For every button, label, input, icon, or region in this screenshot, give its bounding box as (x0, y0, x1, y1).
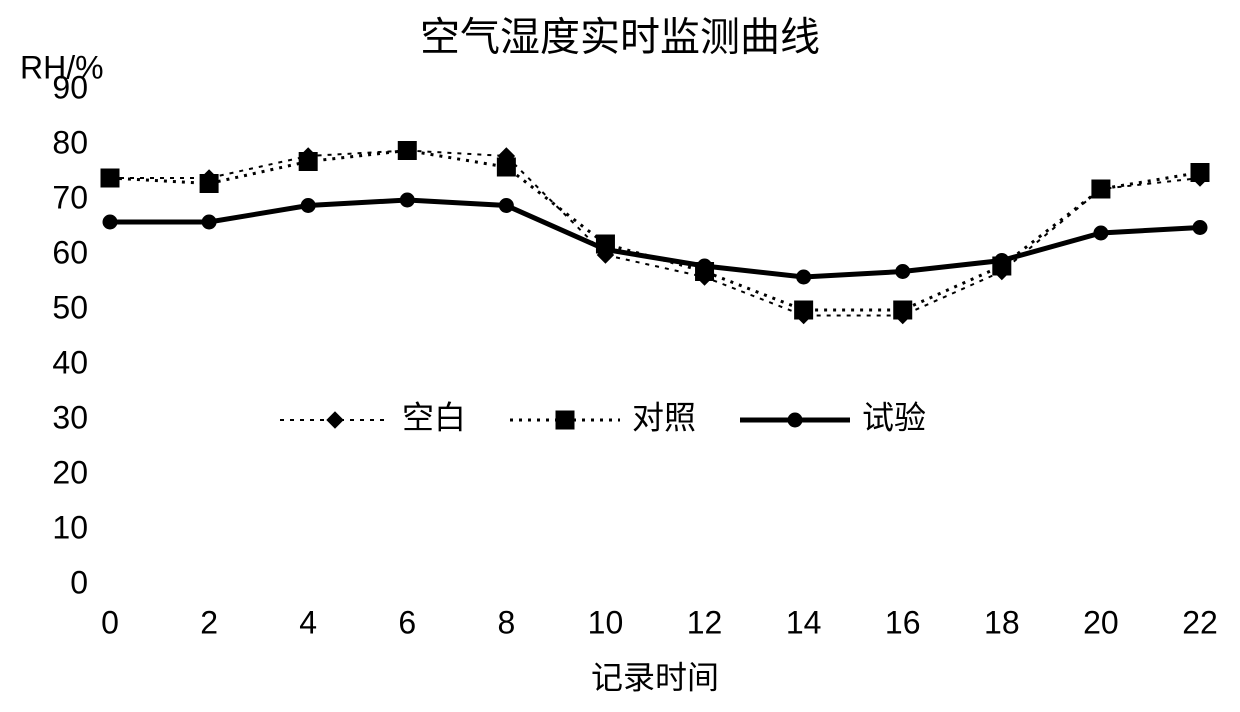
y-tick-label: 80 (52, 124, 88, 160)
series-marker-对照 (299, 153, 317, 171)
y-tick-label: 60 (52, 234, 88, 270)
x-tick-label: 2 (200, 604, 218, 640)
x-tick-label: 14 (786, 604, 822, 640)
series-marker-试验 (301, 199, 315, 213)
x-tick-label: 18 (984, 604, 1020, 640)
series-marker-对照 (200, 175, 218, 193)
chart-title: 空气湿度实时监测曲线 (420, 16, 820, 60)
y-tick-label: 40 (52, 344, 88, 380)
series-marker-试验 (598, 243, 612, 257)
series-marker-对照 (795, 301, 813, 319)
y-tick-label: 70 (52, 179, 88, 215)
series-marker-试验 (400, 193, 414, 207)
x-axis-title: 记录时间 (591, 659, 719, 695)
chart-container: 空气湿度实时监测曲线RH/%01020304050607080900246810… (0, 0, 1240, 712)
series-marker-试验 (1094, 226, 1108, 240)
series-marker-对照 (101, 169, 119, 187)
series-marker-对照 (894, 301, 912, 319)
humidity-line-chart: 空气湿度实时监测曲线RH/%01020304050607080900246810… (0, 0, 1240, 712)
y-tick-label: 30 (52, 399, 88, 435)
x-tick-label: 4 (299, 604, 317, 640)
x-tick-label: 6 (398, 604, 416, 640)
series-marker-试验 (797, 270, 811, 284)
legend-label-空白: 空白 (402, 399, 466, 435)
series-marker-试验 (698, 259, 712, 273)
x-tick-label: 16 (885, 604, 921, 640)
series-marker-对照 (1092, 180, 1110, 198)
series-marker-试验 (202, 215, 216, 229)
legend-label-试验: 试验 (862, 399, 926, 435)
x-tick-label: 12 (687, 604, 723, 640)
x-tick-label: 8 (497, 604, 515, 640)
x-tick-label: 22 (1182, 604, 1218, 640)
series-marker-试验 (1193, 221, 1207, 235)
x-tick-label: 10 (588, 604, 624, 640)
series-marker-试验 (896, 265, 910, 279)
y-tick-label: 50 (52, 289, 88, 325)
series-marker-对照 (1191, 164, 1209, 182)
y-tick-label: 0 (70, 564, 88, 600)
x-tick-label: 0 (101, 604, 119, 640)
y-tick-label: 90 (52, 69, 88, 105)
series-marker-对照 (398, 142, 416, 160)
series-marker-试验 (103, 215, 117, 229)
series-marker-试验 (499, 199, 513, 213)
legend-marker-对照 (556, 411, 574, 429)
series-marker-试验 (995, 254, 1009, 268)
y-tick-label: 20 (52, 454, 88, 490)
x-tick-label: 20 (1083, 604, 1119, 640)
series-marker-对照 (497, 158, 515, 176)
legend-marker-试验 (788, 413, 802, 427)
y-tick-label: 10 (52, 509, 88, 545)
legend-label-对照: 对照 (632, 399, 696, 435)
